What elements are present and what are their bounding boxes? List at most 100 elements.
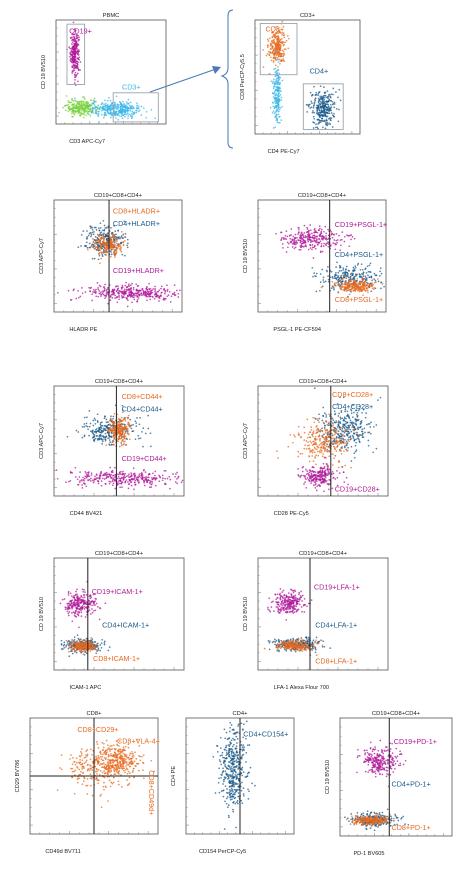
point: [111, 293, 114, 296]
point: [73, 105, 76, 107]
point: [72, 53, 75, 55]
point: [105, 292, 108, 295]
point: [308, 477, 311, 480]
point: [93, 101, 95, 104]
point: [56, 291, 59, 294]
point: [306, 477, 309, 479]
point: [102, 439, 104, 441]
point: [275, 59, 278, 61]
point: [120, 416, 123, 419]
point: [335, 439, 338, 442]
point: [119, 245, 122, 248]
point: [129, 107, 132, 110]
point: [157, 290, 160, 293]
point: [71, 43, 73, 45]
point: [116, 244, 118, 247]
point: [343, 274, 346, 277]
point: [317, 243, 319, 246]
point: [373, 425, 375, 428]
point: [380, 272, 383, 275]
point: [297, 233, 299, 235]
point: [91, 228, 94, 231]
point: [122, 470, 124, 473]
point: [113, 252, 116, 255]
point: [121, 108, 124, 111]
point: [294, 246, 297, 249]
point: [315, 463, 318, 466]
point: [160, 287, 162, 290]
axis-ticks: [54, 208, 173, 312]
point: [132, 424, 134, 426]
point: [314, 418, 317, 420]
point: [291, 243, 294, 245]
point: [339, 99, 342, 102]
point: [129, 284, 132, 287]
point: [131, 291, 134, 294]
point: [310, 450, 312, 453]
point: [339, 440, 342, 443]
point: [111, 441, 114, 443]
point: [278, 92, 280, 94]
point: [148, 293, 151, 296]
point: [357, 434, 360, 437]
point: [85, 476, 88, 479]
point: [151, 481, 154, 483]
point: [111, 469, 114, 472]
point: [89, 287, 92, 290]
point: [316, 126, 319, 129]
point: [282, 50, 285, 53]
point: [307, 240, 310, 243]
point: [322, 443, 325, 446]
point: [321, 430, 324, 433]
point: [270, 59, 273, 62]
dots-p2: [262, 20, 342, 130]
point: [350, 430, 353, 433]
point: [344, 442, 347, 445]
point: [95, 112, 98, 114]
point: [129, 101, 132, 104]
point: [123, 474, 126, 477]
point: [321, 110, 324, 112]
point: [274, 111, 277, 114]
point: [93, 417, 96, 420]
point: [313, 231, 315, 234]
point: [81, 112, 84, 115]
point: [334, 248, 337, 251]
point: [136, 292, 138, 295]
point: [315, 126, 317, 129]
point: [340, 269, 343, 272]
point: [309, 229, 312, 232]
point: [348, 276, 351, 279]
point: [340, 466, 343, 468]
point: [120, 482, 123, 485]
point: [122, 429, 124, 432]
point: [73, 30, 76, 33]
point: [357, 409, 360, 412]
point: [275, 100, 278, 102]
point: [104, 425, 107, 427]
point: [128, 480, 131, 482]
point: [97, 482, 100, 485]
point: [75, 41, 78, 44]
point: [341, 284, 344, 286]
point: [306, 111, 309, 113]
point: [347, 295, 349, 298]
point: [290, 228, 293, 230]
point: [95, 100, 97, 103]
point: [355, 274, 358, 276]
point: [91, 293, 94, 295]
point: [346, 450, 348, 452]
point: [348, 426, 351, 429]
point: [369, 426, 372, 428]
point: [294, 435, 296, 438]
point: [130, 424, 133, 427]
point: [361, 433, 364, 435]
point: [97, 104, 100, 107]
point: [315, 238, 318, 240]
point: [355, 409, 357, 412]
point: [351, 416, 354, 419]
point: [97, 287, 99, 289]
point: [361, 268, 364, 271]
point: [362, 278, 364, 280]
point: [86, 237, 89, 240]
